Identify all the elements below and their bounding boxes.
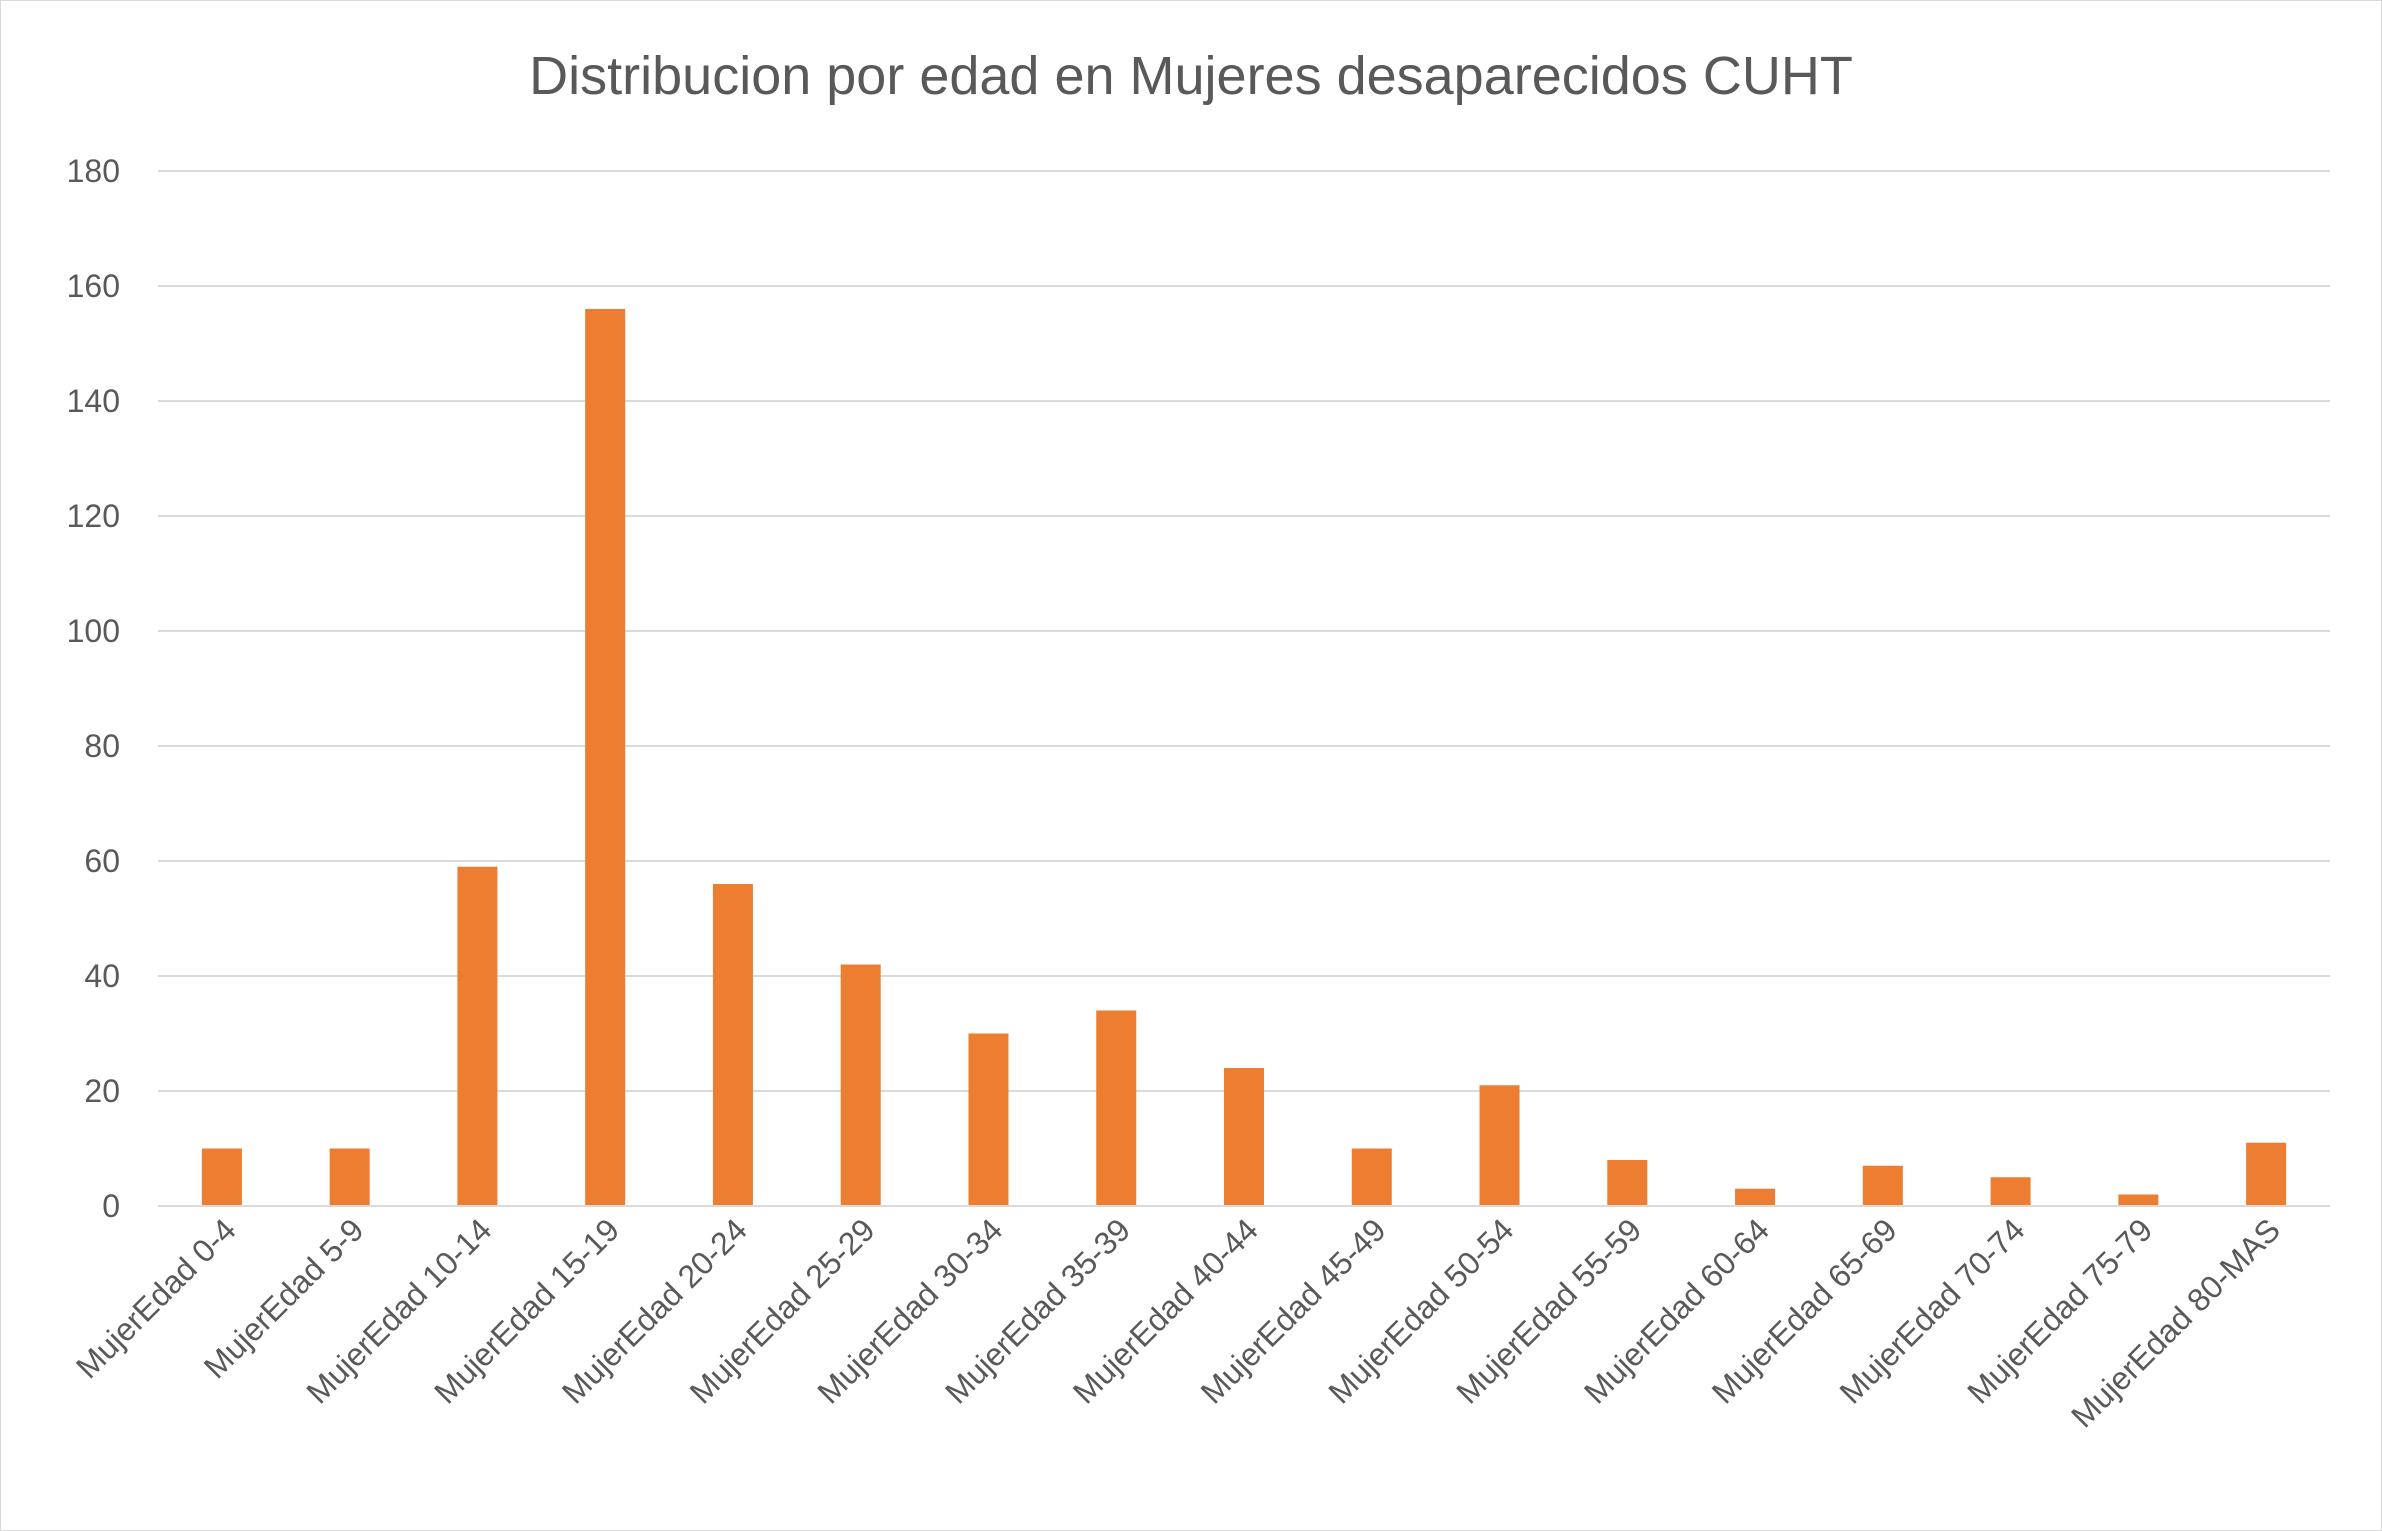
- bar: [1479, 1085, 1520, 1206]
- y-tick-label: 40: [84, 958, 120, 994]
- bars: [201, 309, 2287, 1206]
- y-axis-ticks: 0 20 40 60 80 100 120 140 160 180: [67, 153, 120, 1224]
- gridlines: [158, 170, 2330, 1092]
- bar: [2118, 1194, 2159, 1206]
- bar: [1224, 1068, 1264, 1206]
- y-tick-label: 160: [67, 268, 120, 304]
- chart-title: Distribucion por edad en Mujeres desapar…: [529, 46, 1853, 106]
- bar: [1990, 1177, 2031, 1206]
- bar: [1607, 1160, 1648, 1206]
- y-tick-label: 100: [67, 613, 120, 649]
- bar: [1735, 1188, 1776, 1206]
- bar: [201, 1148, 242, 1206]
- bar: [1862, 1165, 1903, 1206]
- y-tick-label: 120: [67, 498, 120, 534]
- y-tick-label: 80: [84, 728, 120, 764]
- y-tick-label: 60: [84, 843, 120, 879]
- bar: [457, 866, 498, 1206]
- bar: [1096, 1010, 1137, 1206]
- bar: [2246, 1142, 2287, 1206]
- bar: [968, 1033, 1009, 1206]
- y-tick-label: 180: [67, 153, 120, 189]
- bar: [712, 884, 753, 1206]
- y-tick-label: 0: [102, 1188, 120, 1224]
- y-tick-label: 140: [67, 383, 120, 419]
- bar: [329, 1148, 370, 1206]
- y-tick-label: 20: [84, 1073, 120, 1109]
- bar: [585, 309, 626, 1206]
- bar: [1351, 1148, 1392, 1206]
- x-tick-label: MujerEdad 80-MAS: [2064, 1211, 2287, 1434]
- bar: [840, 964, 881, 1206]
